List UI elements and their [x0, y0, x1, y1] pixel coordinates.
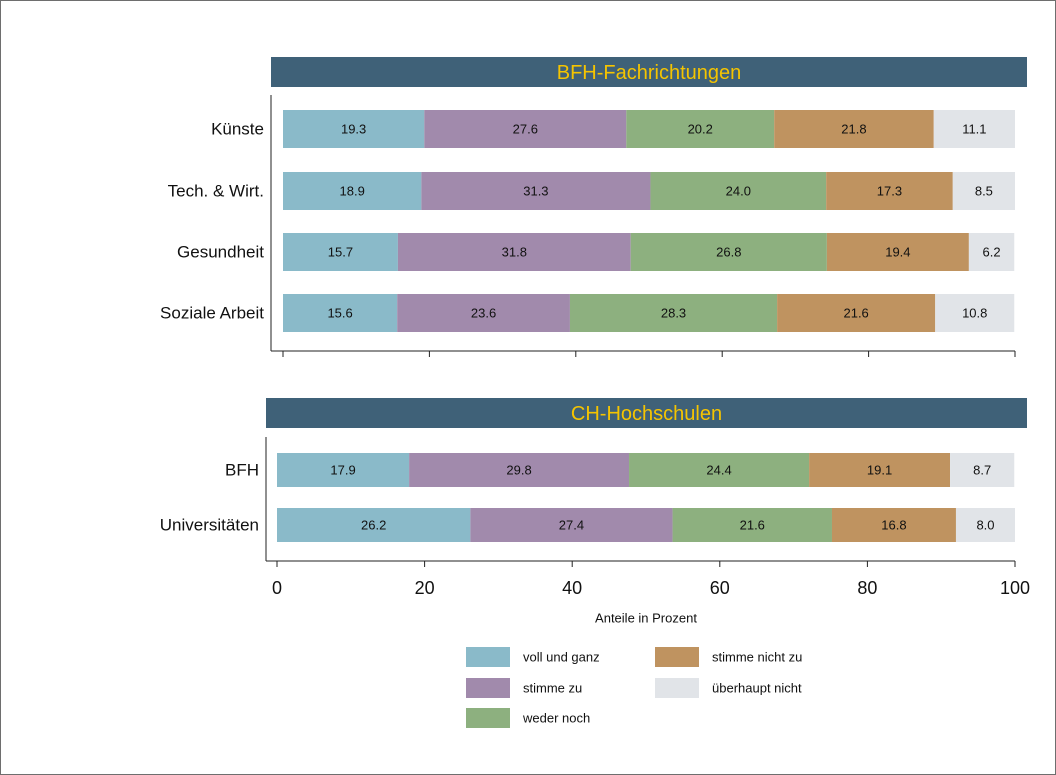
legend-swatch: [466, 678, 510, 698]
category-label: Soziale Arbeit: [160, 304, 264, 323]
legend-swatch: [466, 708, 510, 728]
x-tick-label: 20: [415, 578, 435, 598]
bar-value-label: 18.9: [340, 184, 365, 199]
bar-value-label: 8.7: [973, 463, 991, 478]
bar-segment: [283, 233, 398, 271]
bar-segment: [630, 233, 827, 271]
bar-segment: [397, 294, 570, 332]
bar-segment: [424, 110, 627, 148]
bar-segment: [629, 453, 810, 487]
x-tick-label: 0: [272, 578, 282, 598]
bar-value-label: 27.6: [513, 122, 538, 137]
bar-segment: [283, 110, 425, 148]
bar-segment: [777, 294, 936, 332]
bar-value-label: 24.0: [726, 184, 751, 199]
bar-value-label: 26.8: [716, 245, 741, 260]
bar-segment: [826, 233, 969, 271]
bar-segment: [470, 508, 673, 542]
panel-title: CH-Hochschulen: [571, 403, 722, 425]
bar-value-label: 21.6: [740, 518, 765, 533]
category-label: BFH: [225, 461, 259, 480]
bar-value-label: 8.5: [975, 184, 993, 199]
bar-segment: [283, 172, 422, 210]
bar-value-label: 11.1: [962, 122, 986, 137]
legend-label: überhaupt nicht: [712, 681, 802, 696]
bar-value-label: 31.8: [502, 245, 527, 260]
bar-segment: [277, 508, 471, 542]
bar-value-label: 20.2: [688, 122, 713, 137]
bar-segment: [950, 453, 1015, 487]
bar-segment: [955, 508, 1015, 542]
x-tick-label: 80: [857, 578, 877, 598]
panel-title: BFH-Fachrichtungen: [557, 62, 742, 84]
legend-label: stimme zu: [523, 681, 582, 696]
x-tick-label: 60: [710, 578, 730, 598]
bar-value-label: 31.3: [523, 184, 548, 199]
bar-segment: [968, 233, 1015, 271]
bar-value-label: 6.2: [983, 245, 1001, 260]
bar-segment: [952, 172, 1015, 210]
legend-label: weder noch: [522, 711, 590, 726]
bar-segment: [650, 172, 827, 210]
bar-value-label: 10.8: [962, 306, 987, 321]
legend-label: voll und ganz: [523, 650, 600, 665]
bar-value-label: 24.4: [706, 463, 731, 478]
bar-segment: [672, 508, 832, 542]
bar-segment: [277, 453, 410, 487]
bar-value-label: 26.2: [361, 518, 386, 533]
bar-value-label: 15.6: [327, 306, 352, 321]
bar-segment: [831, 508, 956, 542]
bar-value-label: 28.3: [661, 306, 686, 321]
category-label: Tech. & Wirt.: [168, 182, 264, 201]
bar-segment: [397, 233, 631, 271]
bar-segment: [283, 294, 398, 332]
bar-segment: [569, 294, 778, 332]
bar-value-label: 19.4: [885, 245, 910, 260]
category-label: Künste: [211, 120, 264, 139]
x-tick-label: 40: [562, 578, 582, 598]
legend-swatch: [655, 647, 699, 667]
bar-segment: [774, 110, 934, 148]
bar-segment: [409, 453, 630, 487]
category-label: Universitäten: [160, 516, 259, 535]
bar-value-label: 29.8: [506, 463, 531, 478]
bar-value-label: 17.9: [330, 463, 355, 478]
bar-value-label: 23.6: [471, 306, 496, 321]
x-tick-label: 100: [1000, 578, 1030, 598]
bar-segment: [809, 453, 951, 487]
bar-value-label: 19.3: [341, 122, 366, 137]
bar-value-label: 8.0: [976, 518, 994, 533]
bar-value-label: 19.1: [867, 463, 892, 478]
x-axis-label: Anteile in Prozent: [595, 611, 697, 626]
bar-segment: [935, 294, 1015, 332]
bar-segment: [421, 172, 651, 210]
bar-segment: [626, 110, 775, 148]
legend-label: stimme nicht zu: [712, 650, 802, 665]
bar-value-label: 21.6: [843, 306, 868, 321]
bar-value-label: 17.3: [877, 184, 902, 199]
legend-swatch: [655, 678, 699, 698]
bar-value-label: 27.4: [559, 518, 584, 533]
bar-segment: [826, 172, 953, 210]
bar-value-label: 15.7: [328, 245, 353, 260]
legend-swatch: [466, 647, 510, 667]
bar-value-label: 21.8: [841, 122, 866, 137]
bar-value-label: 16.8: [881, 518, 906, 533]
bar-segment: [933, 110, 1015, 148]
category-label: Gesundheit: [177, 243, 264, 262]
panel-title-band: [271, 57, 1027, 87]
panel-title-band: [266, 398, 1027, 428]
